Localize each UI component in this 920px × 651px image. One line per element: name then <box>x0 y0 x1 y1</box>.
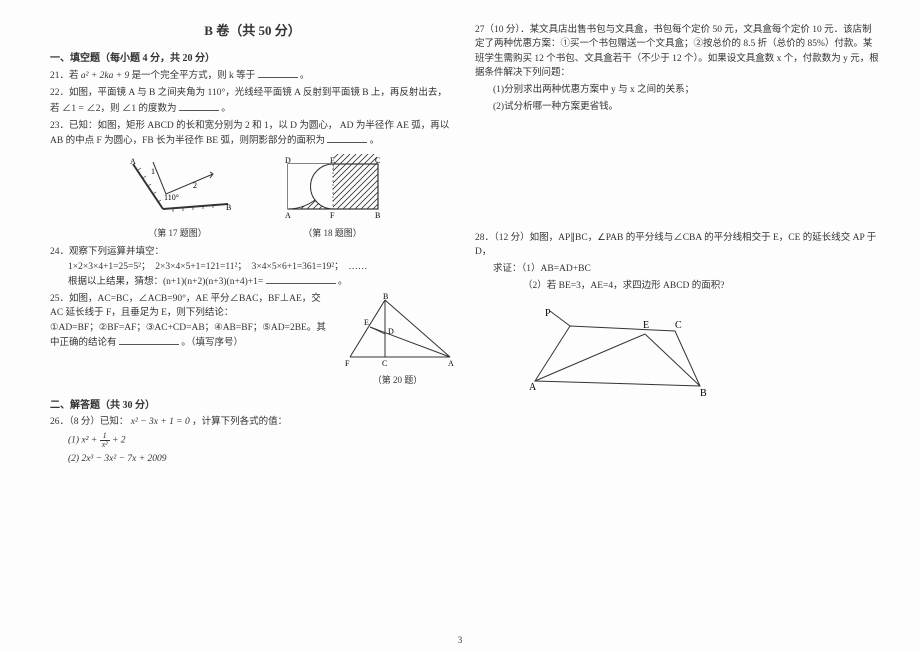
q26-2: (2) 2x³ − 3x² − 7x + 2009 <box>50 452 455 466</box>
q25-end: 。（填写序号） <box>181 338 243 348</box>
page-number: 3 <box>458 635 463 645</box>
q21: 21．若 a² + 2ka + 9 是一个完全平方式，则 k 等于 。 <box>50 68 455 83</box>
q24-blank <box>266 274 336 284</box>
q26: 26．（8 分）已知： x² − 3x + 1 = 0 ，计算下列各式的值： <box>50 415 455 429</box>
q25-row: 25．如图，AC=BC，∠ACB=90°，AE 平分∠BAC，BF⊥AE，交 A… <box>50 292 455 388</box>
section-fill: 一、填空题（每小题 4 分，共 20 分） <box>50 49 455 64</box>
q24: 24．观察下列运算并填空： 1×2×3×4+1=25=5²； 2×3×4×5+1… <box>50 245 455 289</box>
fig28-B: B <box>700 388 707 399</box>
fig17: 110° 1 2 A B （第 17 题图） <box>118 154 238 239</box>
fig17-angle: 110° <box>164 193 179 202</box>
right-column: 27（10 分）．某文具店出售书包与文具盒，书包每个定价 50 元，文具盒每个定… <box>465 20 890 631</box>
q25-opts-row: ①AD=BF；②BF=AF；③AC+CD=AB；④AB=BF；⑤AD=2BE。其… <box>50 321 330 351</box>
fig18-D: D <box>285 156 291 165</box>
q23-end: 。 <box>370 136 380 146</box>
q23-blank <box>327 133 367 143</box>
fig20-cap: （第 20 题） <box>340 374 455 388</box>
fig20-C: C <box>382 359 387 368</box>
q24-end: 。 <box>338 277 348 287</box>
q25: 25．如图，AC=BC，∠ACB=90°，AE 平分∠BAC，BF⊥AE，交 A… <box>50 292 330 350</box>
q22-text: 22．如图，平面镜 A 与 B 之间夹角为 110°，光线经平面镜 A 反射到平… <box>50 88 447 113</box>
q21-blank <box>258 68 298 78</box>
fig20-svg: A B C D E F <box>340 292 455 372</box>
fig28-C: C <box>675 320 682 331</box>
fig18-A: A <box>285 211 291 220</box>
spacer <box>475 118 880 228</box>
fig18-E: E <box>330 156 335 165</box>
q22-blank <box>179 101 219 111</box>
q28: 28．（12 分）如图，AP∥BC，∠PAB 的平分线与∠CBA 的平分线相交于… <box>475 231 880 260</box>
fig20-A: A <box>448 359 454 368</box>
fig18-svg: A B C D E F <box>278 154 388 224</box>
fig18-B: B <box>375 211 380 220</box>
fig20-B: B <box>383 292 388 301</box>
fig17-B: B <box>226 203 231 212</box>
q28-2: （2）若 BE=3，AE=4，求四边形 ABCD 的面积? <box>475 279 880 293</box>
q24-l2-row: 根据以上结果，猜想：(n+1)(n+2)(n+3)(n+4)+1= 。 <box>50 274 455 289</box>
fig17-A: A <box>130 157 136 166</box>
q24-l1: 1×2×3×4+1=25=5²； 2×3×4×5+1=121=11²； 3×4×… <box>50 260 455 274</box>
q22: 22．如图，平面镜 A 与 B 之间夹角为 110°，光线经平面镜 A 反射到平… <box>50 86 455 116</box>
q25-blank <box>119 335 179 345</box>
q27-1: (1)分别求出两种优惠方案中 y 与 x 之间的关系； <box>475 83 880 97</box>
q22-end: 。 <box>221 104 231 114</box>
fig-row-1: 110° 1 2 A B （第 17 题图） <box>50 154 455 239</box>
q26-eq: x² − 3x + 1 = 0 <box>131 417 190 427</box>
q21-mid: 是一个完全平方式，则 k 等于 <box>132 71 256 81</box>
q28-req: 求证：（1）AB=AD+BC <box>475 262 880 276</box>
fig18: A B C D E F （第 18 题图） <box>278 154 388 239</box>
fig18-cap: （第 18 题图） <box>278 226 388 239</box>
fig20-E: E <box>364 318 369 327</box>
q25-text: 25．如图，AC=BC，∠ACB=90°，AE 平分∠BAC，BF⊥AE，交 A… <box>50 292 330 321</box>
q24-head: 24．观察下列运算并填空： <box>50 245 455 259</box>
fig17-m1: 1 <box>151 167 155 176</box>
fig28-svg: A B C P E <box>515 306 735 406</box>
q21-end: 。 <box>300 71 310 81</box>
fig28-P: P <box>545 308 551 319</box>
fig18-F: F <box>330 211 335 220</box>
section-solve: 二、解答题（共 30 分） <box>50 396 455 411</box>
q27-2: (2)试分析哪一种方案更省钱。 <box>475 100 880 114</box>
q26-1-pre: (1) <box>68 435 81 445</box>
q26-1-frac: 1x² <box>100 432 110 449</box>
fig28-A: A <box>529 382 537 393</box>
q26-tail: ，计算下列各式的值： <box>192 417 287 427</box>
q26-1-b: + 2 <box>112 435 126 445</box>
fig17-svg: 110° 1 2 A B <box>118 154 238 224</box>
q21-expr: a² + 2ka + 9 <box>81 71 129 81</box>
paper-title: B 卷（共 50 分） <box>50 20 455 39</box>
q27: 27（10 分）．某文具店出售书包与文具盒，书包每个定价 50 元，文具盒每个定… <box>475 23 880 80</box>
q21-pre: 21．若 <box>50 71 81 81</box>
fig17-m2: 2 <box>193 181 197 190</box>
fig20-F: F <box>345 359 350 368</box>
fig20: A B C D E F （第 20 题） <box>340 292 455 388</box>
q26-1: (1) x² + 1x² + 2 <box>50 432 455 449</box>
fig17-cap: （第 17 题图） <box>118 226 238 239</box>
q26-pre: 26．（8 分）已知： <box>50 417 128 427</box>
q23: 23．已知：如图，矩形 ABCD 的长和宽分别为 2 和 1，以 D 为圆心， … <box>50 119 455 149</box>
q23-text: 23．已知：如图，矩形 ABCD 的长和宽分别为 2 和 1，以 D 为圆心， … <box>50 121 449 146</box>
fig20-D: D <box>388 327 394 336</box>
q26-1-a: x² + <box>81 435 99 445</box>
fig18-C: C <box>375 156 380 165</box>
left-column: B 卷（共 50 分） 一、填空题（每小题 4 分，共 20 分） 21．若 a… <box>40 20 465 631</box>
exam-page: B 卷（共 50 分） 一、填空题（每小题 4 分，共 20 分） 21．若 a… <box>0 0 920 651</box>
q24-l2: 根据以上结果，猜想：(n+1)(n+2)(n+3)(n+4)+1= <box>68 277 263 287</box>
fig28: A B C P E <box>515 306 880 406</box>
fig28-E: E <box>643 320 649 331</box>
